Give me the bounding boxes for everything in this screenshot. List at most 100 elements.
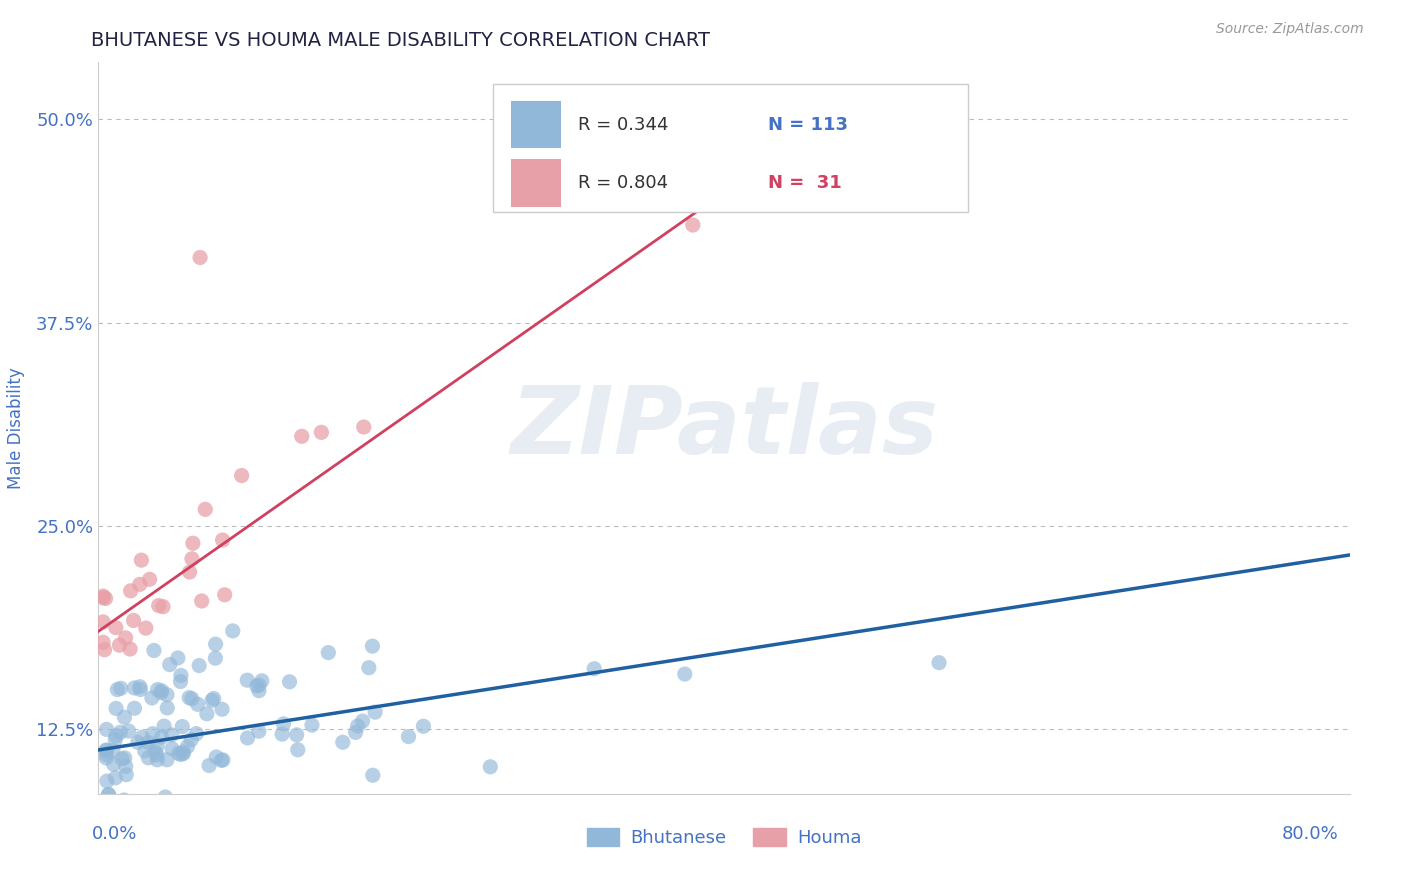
Point (188, 251, 211, 265)
Point (138, 751, 160, 765)
Point (104, 732, 127, 747)
Point (150, 730, 173, 744)
Text: ZIPatlas: ZIPatlas (510, 382, 938, 475)
Point (97, 788, 120, 802)
Point (273, 717, 295, 731)
Point (150, 683, 173, 698)
Point (104, 729, 127, 743)
Point (236, 673, 259, 688)
Point (188, 658, 211, 673)
Point (97, 788, 120, 802)
Point (285, 728, 308, 742)
Point (131, 731, 153, 745)
Point (301, 718, 323, 732)
Point (155, 790, 177, 805)
Point (108, 804, 131, 818)
Point (146, 682, 169, 697)
Point (172, 747, 194, 761)
Point (120, 583, 142, 598)
Text: 80.0%: 80.0% (1282, 825, 1339, 843)
Point (318, 646, 340, 660)
Point (159, 657, 181, 672)
Point (108, 638, 131, 652)
Point (91, 591, 114, 605)
Point (105, 682, 128, 697)
FancyBboxPatch shape (512, 101, 561, 148)
Point (364, 705, 387, 719)
Point (110, 725, 132, 739)
Text: R = 0.344: R = 0.344 (578, 116, 668, 134)
Point (209, 753, 232, 767)
Point (103, 806, 125, 821)
FancyBboxPatch shape (492, 85, 969, 212)
Point (152, 811, 174, 825)
Point (353, 420, 375, 434)
Point (357, 661, 380, 675)
Point (101, 743, 124, 757)
Point (96, 751, 118, 765)
Point (134, 744, 156, 758)
Point (181, 551, 204, 566)
Point (156, 753, 179, 767)
Point (352, 714, 374, 728)
Point (287, 743, 309, 757)
Point (186, 726, 208, 740)
Point (124, 701, 146, 715)
Point (160, 741, 183, 756)
Point (91, 615, 114, 629)
Point (117, 724, 139, 739)
Point (180, 732, 202, 747)
Point (153, 719, 176, 733)
Text: R = 0.804: R = 0.804 (578, 174, 668, 192)
Point (124, 681, 146, 695)
Point (155, 811, 177, 825)
Point (361, 639, 384, 653)
Point (142, 727, 165, 741)
Point (271, 727, 294, 741)
Point (179, 565, 201, 579)
Point (250, 673, 273, 688)
Point (128, 577, 150, 591)
Point (131, 553, 153, 567)
Point (214, 588, 236, 602)
Text: 0.0%: 0.0% (91, 825, 136, 843)
Point (96, 774, 118, 789)
Point (231, 468, 253, 483)
Point (247, 678, 270, 692)
Point (170, 668, 193, 682)
Point (167, 747, 190, 761)
Point (673, 667, 696, 681)
Point (114, 631, 136, 645)
Point (112, 811, 135, 825)
Point (115, 767, 138, 781)
Point (344, 725, 367, 739)
Point (682, 218, 704, 232)
Point (176, 739, 198, 754)
Point (156, 701, 179, 715)
Point (198, 758, 221, 772)
Point (112, 710, 135, 724)
Point (205, 750, 228, 764)
Point (143, 745, 166, 759)
Text: N = 113: N = 113 (768, 116, 848, 134)
Point (91, 589, 114, 603)
Point (361, 768, 384, 782)
Point (145, 808, 167, 822)
Point (127, 735, 149, 749)
Y-axis label: Male Disability: Male Disability (7, 368, 25, 489)
Point (166, 651, 188, 665)
Point (236, 731, 259, 745)
Text: BHUTANESE VS HOUMA MALE DISABILITY CORRELATION CHART: BHUTANESE VS HOUMA MALE DISABILITY CORRE… (91, 31, 710, 50)
Point (583, 662, 606, 676)
Point (146, 753, 169, 767)
Point (146, 739, 169, 753)
Point (169, 674, 191, 689)
Point (181, 536, 204, 550)
Point (346, 719, 368, 733)
Point (169, 747, 191, 762)
Point (211, 702, 233, 716)
Point (160, 728, 183, 742)
Point (96, 743, 118, 757)
Point (202, 691, 225, 706)
Point (179, 690, 201, 705)
